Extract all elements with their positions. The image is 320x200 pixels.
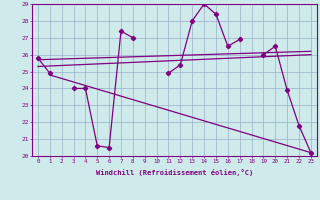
X-axis label: Windchill (Refroidissement éolien,°C): Windchill (Refroidissement éolien,°C) <box>96 169 253 176</box>
